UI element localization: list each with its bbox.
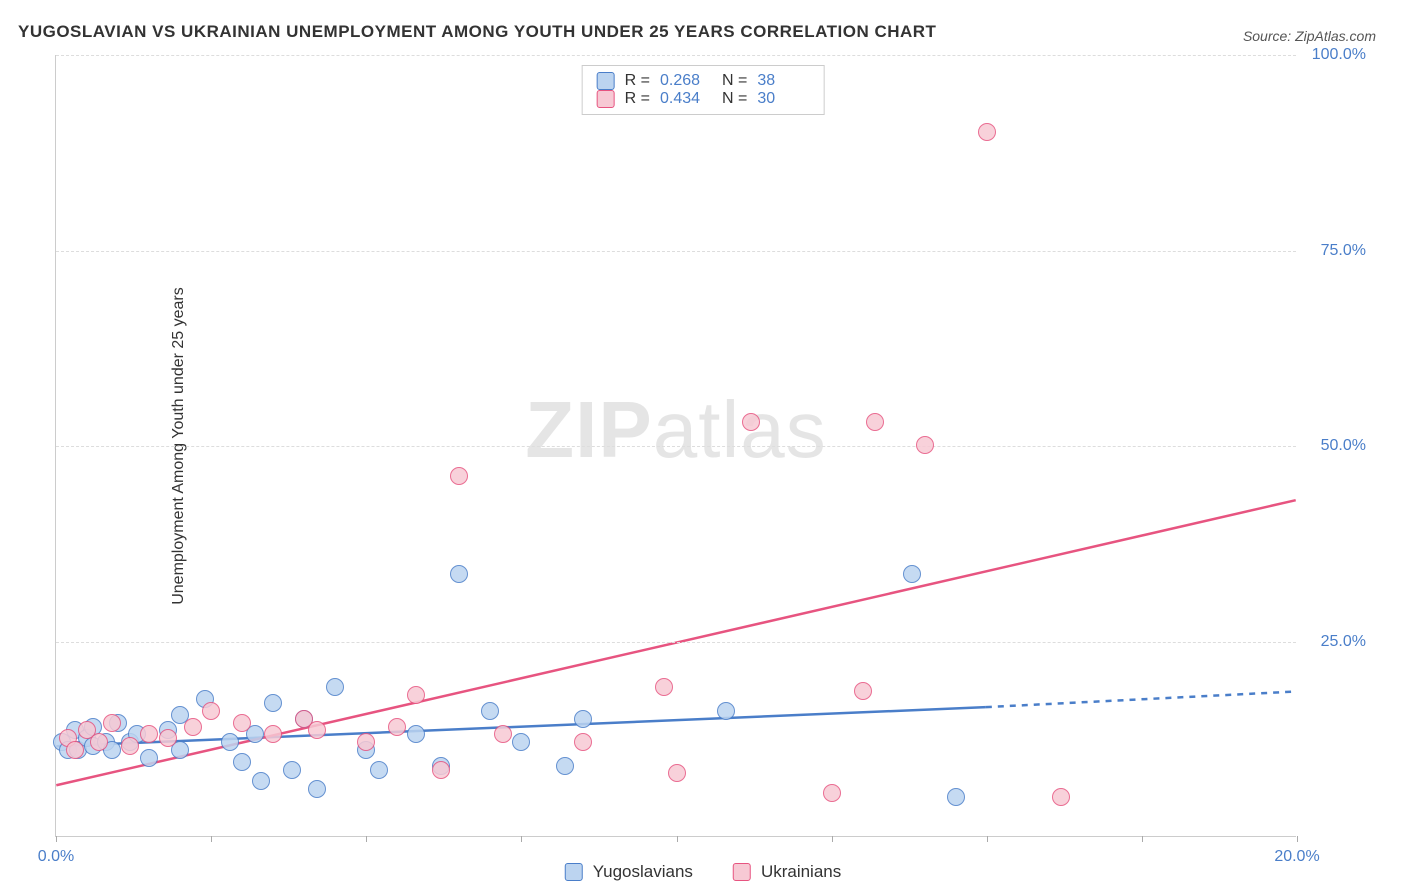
legend-label: Ukrainians (761, 862, 841, 882)
x-tick (832, 836, 833, 842)
data-point (432, 761, 450, 779)
y-tick-label: 100.0% (1312, 46, 1366, 64)
stats-legend: R =0.268N =38R =0.434N =30 (582, 65, 825, 115)
data-point (655, 678, 673, 696)
data-point (450, 467, 468, 485)
data-point (221, 733, 239, 751)
data-point (159, 729, 177, 747)
legend-swatch (597, 72, 615, 90)
scatter-plot: ZIPatlas 25.0%50.0%75.0%100.0%0.0%20.0% (55, 55, 1296, 837)
legend-label: Yugoslavians (593, 862, 693, 882)
legend-swatch (565, 863, 583, 881)
x-tick (987, 836, 988, 842)
data-point (947, 788, 965, 806)
y-tick-label: 50.0% (1321, 437, 1366, 455)
data-point (854, 682, 872, 700)
data-point (742, 413, 760, 431)
stats-legend-row: R =0.268N =38 (597, 72, 810, 90)
data-point (326, 678, 344, 696)
gridline (56, 642, 1296, 643)
data-point (512, 733, 530, 751)
data-point (252, 772, 270, 790)
data-point (370, 761, 388, 779)
data-point (407, 725, 425, 743)
data-point (121, 737, 139, 755)
y-tick-label: 25.0% (1321, 633, 1366, 651)
data-point (357, 733, 375, 751)
data-point (866, 413, 884, 431)
source-attribution: Source: ZipAtlas.com (1243, 28, 1376, 44)
data-point (308, 721, 326, 739)
legend-item: Yugoslavians (565, 862, 693, 882)
data-point (1052, 788, 1070, 806)
data-point (184, 718, 202, 736)
data-point (574, 733, 592, 751)
data-point (717, 702, 735, 720)
data-point (978, 123, 996, 141)
x-tick (211, 836, 212, 842)
data-point (450, 565, 468, 583)
legend-swatch (733, 863, 751, 881)
gridline (56, 251, 1296, 252)
data-point (308, 780, 326, 798)
data-point (916, 436, 934, 454)
watermark: ZIPatlas (525, 384, 826, 476)
x-tick-label: 0.0% (38, 848, 74, 866)
data-point (233, 753, 251, 771)
data-point (388, 718, 406, 736)
gridline (56, 55, 1296, 56)
data-point (283, 761, 301, 779)
data-point (556, 757, 574, 775)
data-point (264, 694, 282, 712)
data-point (494, 725, 512, 743)
data-point (103, 714, 121, 732)
x-tick-label: 20.0% (1274, 848, 1319, 866)
series-legend: Yugoslavians Ukrainians (565, 862, 842, 882)
data-point (903, 565, 921, 583)
x-tick (56, 836, 57, 842)
data-point (90, 733, 108, 751)
x-tick (1297, 836, 1298, 842)
chart-title: YUGOSLAVIAN VS UKRAINIAN UNEMPLOYMENT AM… (18, 22, 936, 42)
data-point (66, 741, 84, 759)
y-tick-label: 75.0% (1321, 242, 1366, 260)
data-point (481, 702, 499, 720)
data-point (668, 764, 686, 782)
gridline (56, 446, 1296, 447)
x-tick (366, 836, 367, 842)
data-point (823, 784, 841, 802)
data-point (574, 710, 592, 728)
data-point (140, 725, 158, 743)
stats-legend-row: R =0.434N =30 (597, 90, 810, 108)
x-tick (1142, 836, 1143, 842)
legend-swatch (597, 90, 615, 108)
x-tick (521, 836, 522, 842)
data-point (233, 714, 251, 732)
data-point (264, 725, 282, 743)
data-point (407, 686, 425, 704)
data-point (202, 702, 220, 720)
data-point (140, 749, 158, 767)
x-tick (677, 836, 678, 842)
legend-item: Ukrainians (733, 862, 841, 882)
